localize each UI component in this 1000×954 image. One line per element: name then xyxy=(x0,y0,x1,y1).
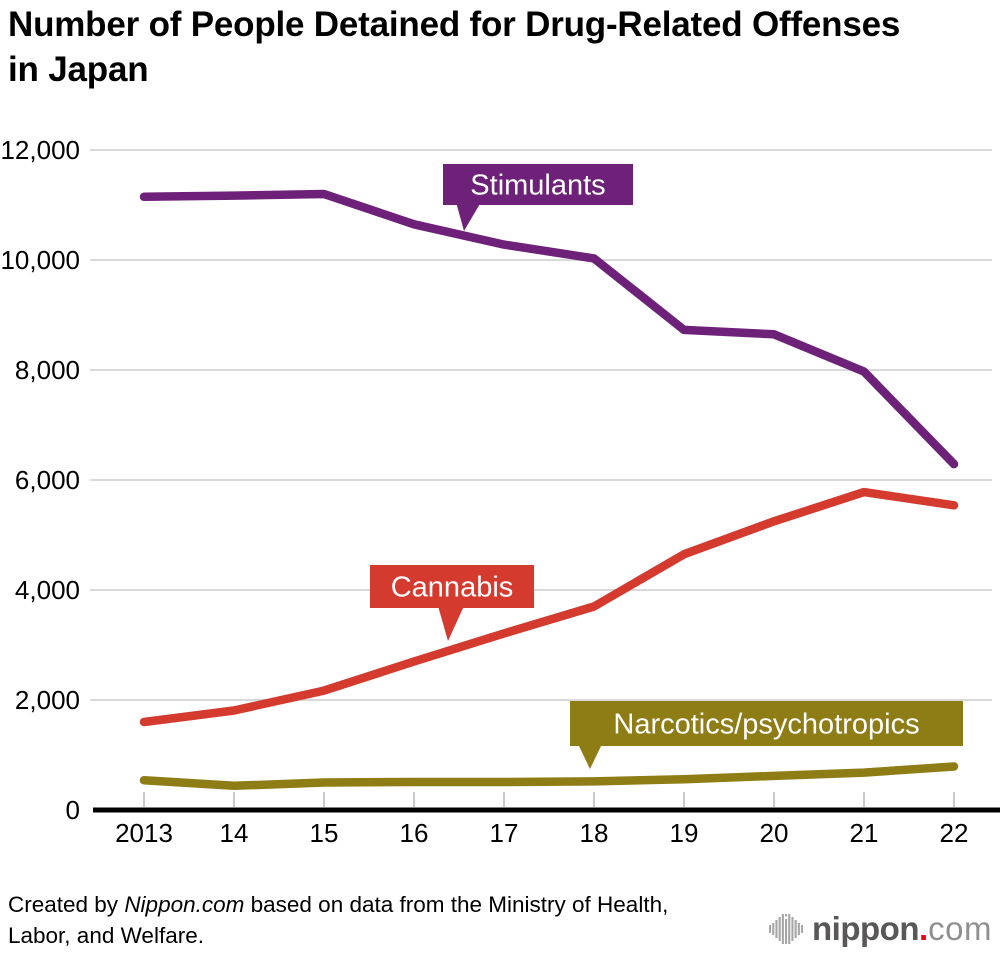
callout-tail xyxy=(438,606,464,641)
series-label-text: Stimulants xyxy=(470,170,605,202)
footer-text-prefix: Created by xyxy=(8,892,125,917)
logo-text-nippon: nippon xyxy=(812,910,919,947)
line-stimulants xyxy=(139,189,959,469)
chart-title: Number of People Detained for Drug-Relat… xyxy=(8,5,901,89)
y-tick-label: 0 xyxy=(66,795,80,825)
callout-box xyxy=(570,701,963,746)
y-tick-label: 10,000 xyxy=(0,245,80,275)
chart-canvas: 0 2,000 4,000 6,000 8,000 10,000 12,000 2013 14 1… xyxy=(0,135,1000,848)
series-label-narcotics-psychotropics: Narcotics/psychotropics xyxy=(570,701,963,769)
x-tick-label: 15 xyxy=(310,818,339,848)
footer-source-name: Nippon.com xyxy=(124,892,245,917)
callout-box xyxy=(370,565,534,608)
line-narcotics-psychotropics xyxy=(139,762,959,791)
nippon-logo: nippon. com xyxy=(769,906,992,952)
x-tick-label: 17 xyxy=(490,818,519,848)
line-chart: 0 2,000 4,000 6,000 8,000 10,000 12,000 2013 14 1… xyxy=(0,130,1000,860)
callout-tail xyxy=(578,744,602,769)
x-tick-label: 14 xyxy=(220,818,249,848)
y-tick-label: 2,000 xyxy=(15,685,80,715)
x-tick-label: 22 xyxy=(940,818,969,848)
y-tick-label: 6,000 xyxy=(15,465,80,495)
callout-box xyxy=(443,164,633,205)
series-label-text: Narcotics/psychotropics xyxy=(613,709,919,741)
x-tick-label: 18 xyxy=(580,818,609,848)
footer-credit: Created by Nippon.com based on data from… xyxy=(8,889,788,951)
soundwave-bars-icon xyxy=(769,914,804,944)
series-label-text: Cannabis xyxy=(391,572,514,604)
x-tick-label: 16 xyxy=(400,818,429,848)
x-tick-label: 21 xyxy=(850,818,879,848)
footer-text-rest: based on data from the Ministry of Healt… xyxy=(244,892,669,917)
footer-text-line2: Labor, and Welfare. xyxy=(8,923,204,948)
x-tick-label: 2013 xyxy=(115,818,173,848)
y-tick-label: 8,000 xyxy=(15,355,80,385)
callout-tail xyxy=(456,202,481,231)
x-tick-label: 19 xyxy=(670,818,699,848)
series-label-cannabis: Cannabis xyxy=(370,565,534,641)
y-tick-label: 4,000 xyxy=(15,575,80,605)
logo-dot: . xyxy=(918,910,929,947)
series-label-stimulants: Stimulants xyxy=(443,164,633,231)
line-cannabis xyxy=(139,487,959,727)
x-tick-label: 20 xyxy=(760,818,789,848)
y-tick-label: 12,000 xyxy=(0,135,80,165)
logo-text-com: com xyxy=(928,910,992,947)
